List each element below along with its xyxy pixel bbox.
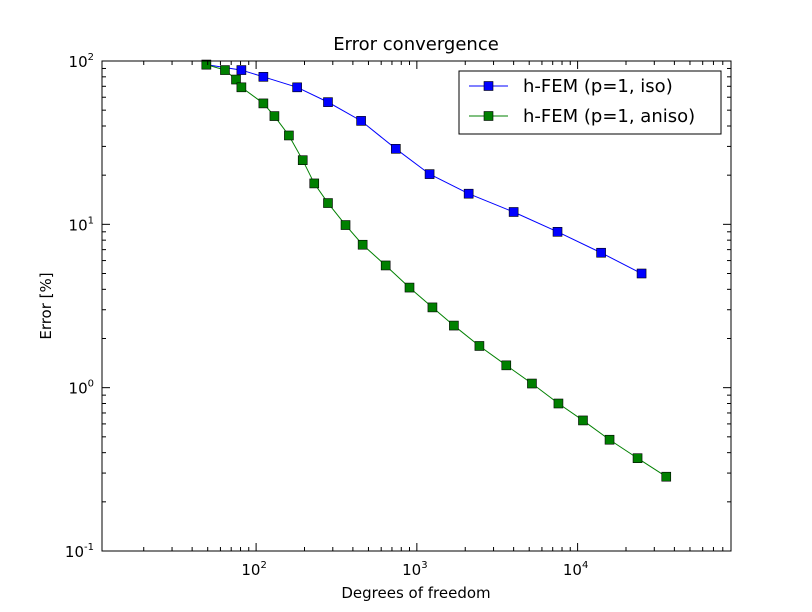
y-tick-label-0: 102 bbox=[69, 52, 94, 71]
legend-box bbox=[458, 70, 722, 135]
data-point-1-22 bbox=[632, 453, 643, 463]
data-point-1-5 bbox=[269, 111, 280, 121]
data-point-1-3 bbox=[236, 82, 247, 93]
legend-label-aniso: h-FEM (p=1, aniso) bbox=[523, 106, 695, 127]
data-point-0-2 bbox=[258, 72, 269, 82]
data-point-1-6 bbox=[284, 130, 294, 141]
data-point-0-6 bbox=[391, 144, 401, 154]
plot-data bbox=[201, 59, 672, 482]
data-point-1-4 bbox=[258, 98, 269, 109]
data-point-1-9 bbox=[323, 198, 333, 208]
axis-ticks: 102 103 104 102 101 100 10-1 bbox=[65, 52, 732, 579]
x-axis-label: Degrees of freedom bbox=[341, 584, 490, 602]
data-point-0-12 bbox=[636, 268, 647, 279]
data-point-1-12 bbox=[380, 260, 391, 271]
legend-marker-iso bbox=[483, 81, 494, 91]
data-point-0-7 bbox=[424, 169, 435, 179]
y-axis-label: Error [%] bbox=[37, 272, 55, 339]
data-point-0-8 bbox=[463, 188, 474, 199]
data-point-1-19 bbox=[553, 398, 564, 409]
data-point-0-9 bbox=[508, 207, 519, 217]
data-point-1-13 bbox=[404, 282, 415, 293]
data-point-0-1 bbox=[236, 65, 247, 75]
data-point-1-8 bbox=[309, 178, 320, 189]
y-tick-label-2: 100 bbox=[69, 379, 94, 398]
y-tick-label-1: 101 bbox=[69, 215, 94, 234]
data-point-1-1 bbox=[220, 65, 230, 75]
y-tick-label-3: 10-1 bbox=[65, 542, 94, 561]
x-tick-label-0: 102 bbox=[241, 560, 266, 579]
x-tick-label-2: 104 bbox=[563, 560, 588, 579]
data-point-1-18 bbox=[527, 378, 537, 389]
data-point-1-0 bbox=[201, 59, 212, 70]
data-point-1-10 bbox=[340, 220, 351, 230]
data-point-1-21 bbox=[604, 434, 615, 445]
chart-title: Error convergence bbox=[333, 34, 499, 55]
data-point-1-16 bbox=[474, 341, 485, 351]
data-point-1-17 bbox=[501, 360, 512, 371]
x-tick-label-1: 103 bbox=[402, 560, 427, 579]
data-point-1-7 bbox=[297, 155, 308, 165]
data-point-1-14 bbox=[427, 302, 438, 313]
data-point-0-10 bbox=[552, 227, 563, 237]
data-point-1-23 bbox=[661, 471, 672, 482]
data-point-1-20 bbox=[578, 415, 588, 426]
data-point-1-15 bbox=[449, 320, 459, 331]
data-point-0-5 bbox=[356, 116, 366, 126]
data-point-1-11 bbox=[357, 239, 368, 250]
legend: h-FEM (p=1, iso) h-FEM (p=1, aniso) bbox=[458, 70, 722, 135]
data-point-0-11 bbox=[596, 247, 606, 258]
data-point-1-2 bbox=[231, 74, 241, 85]
legend-marker-aniso bbox=[483, 111, 494, 121]
legend-label-iso: h-FEM (p=1, iso) bbox=[523, 76, 673, 97]
data-point-0-3 bbox=[292, 82, 302, 93]
data-point-0-4 bbox=[323, 97, 333, 107]
